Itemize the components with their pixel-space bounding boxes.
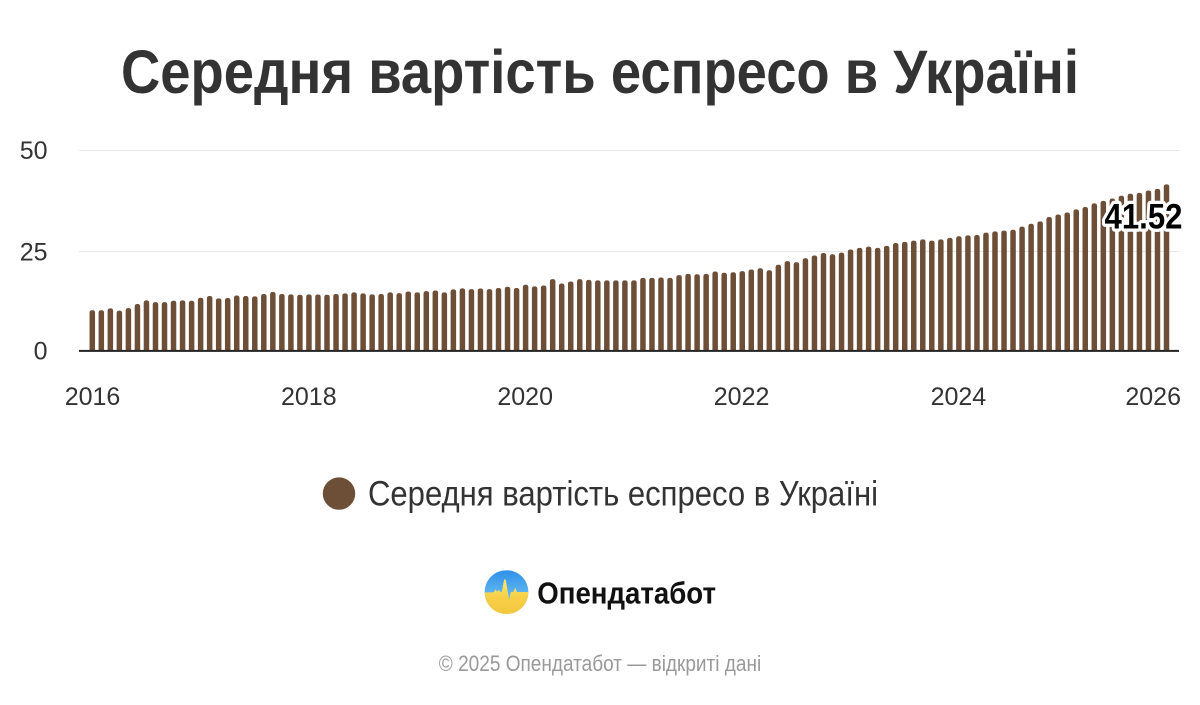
svg-text:Опендатабот: Опендатабот xyxy=(537,575,716,610)
svg-text:2020: 2020 xyxy=(497,383,553,411)
svg-text:2016: 2016 xyxy=(65,383,121,411)
svg-text:0: 0 xyxy=(34,338,48,366)
svg-text:Середня вартість еспресо в Укр: Середня вартість еспресо в Україні xyxy=(368,475,878,514)
svg-text:2018: 2018 xyxy=(281,383,337,411)
svg-text:41.52: 41.52 xyxy=(1105,198,1183,237)
svg-text:2022: 2022 xyxy=(714,383,770,411)
svg-text:2026: 2026 xyxy=(1125,383,1181,411)
svg-text:2024: 2024 xyxy=(931,383,987,411)
svg-text:25: 25 xyxy=(20,239,48,267)
svg-text:50: 50 xyxy=(20,137,48,165)
svg-text:© 2025 Опендатабот — відкриті: © 2025 Опендатабот — відкриті дані xyxy=(439,651,761,676)
svg-text:Середня вартість еспресо в Укр: Середня вартість еспресо в Україні xyxy=(121,38,1079,106)
